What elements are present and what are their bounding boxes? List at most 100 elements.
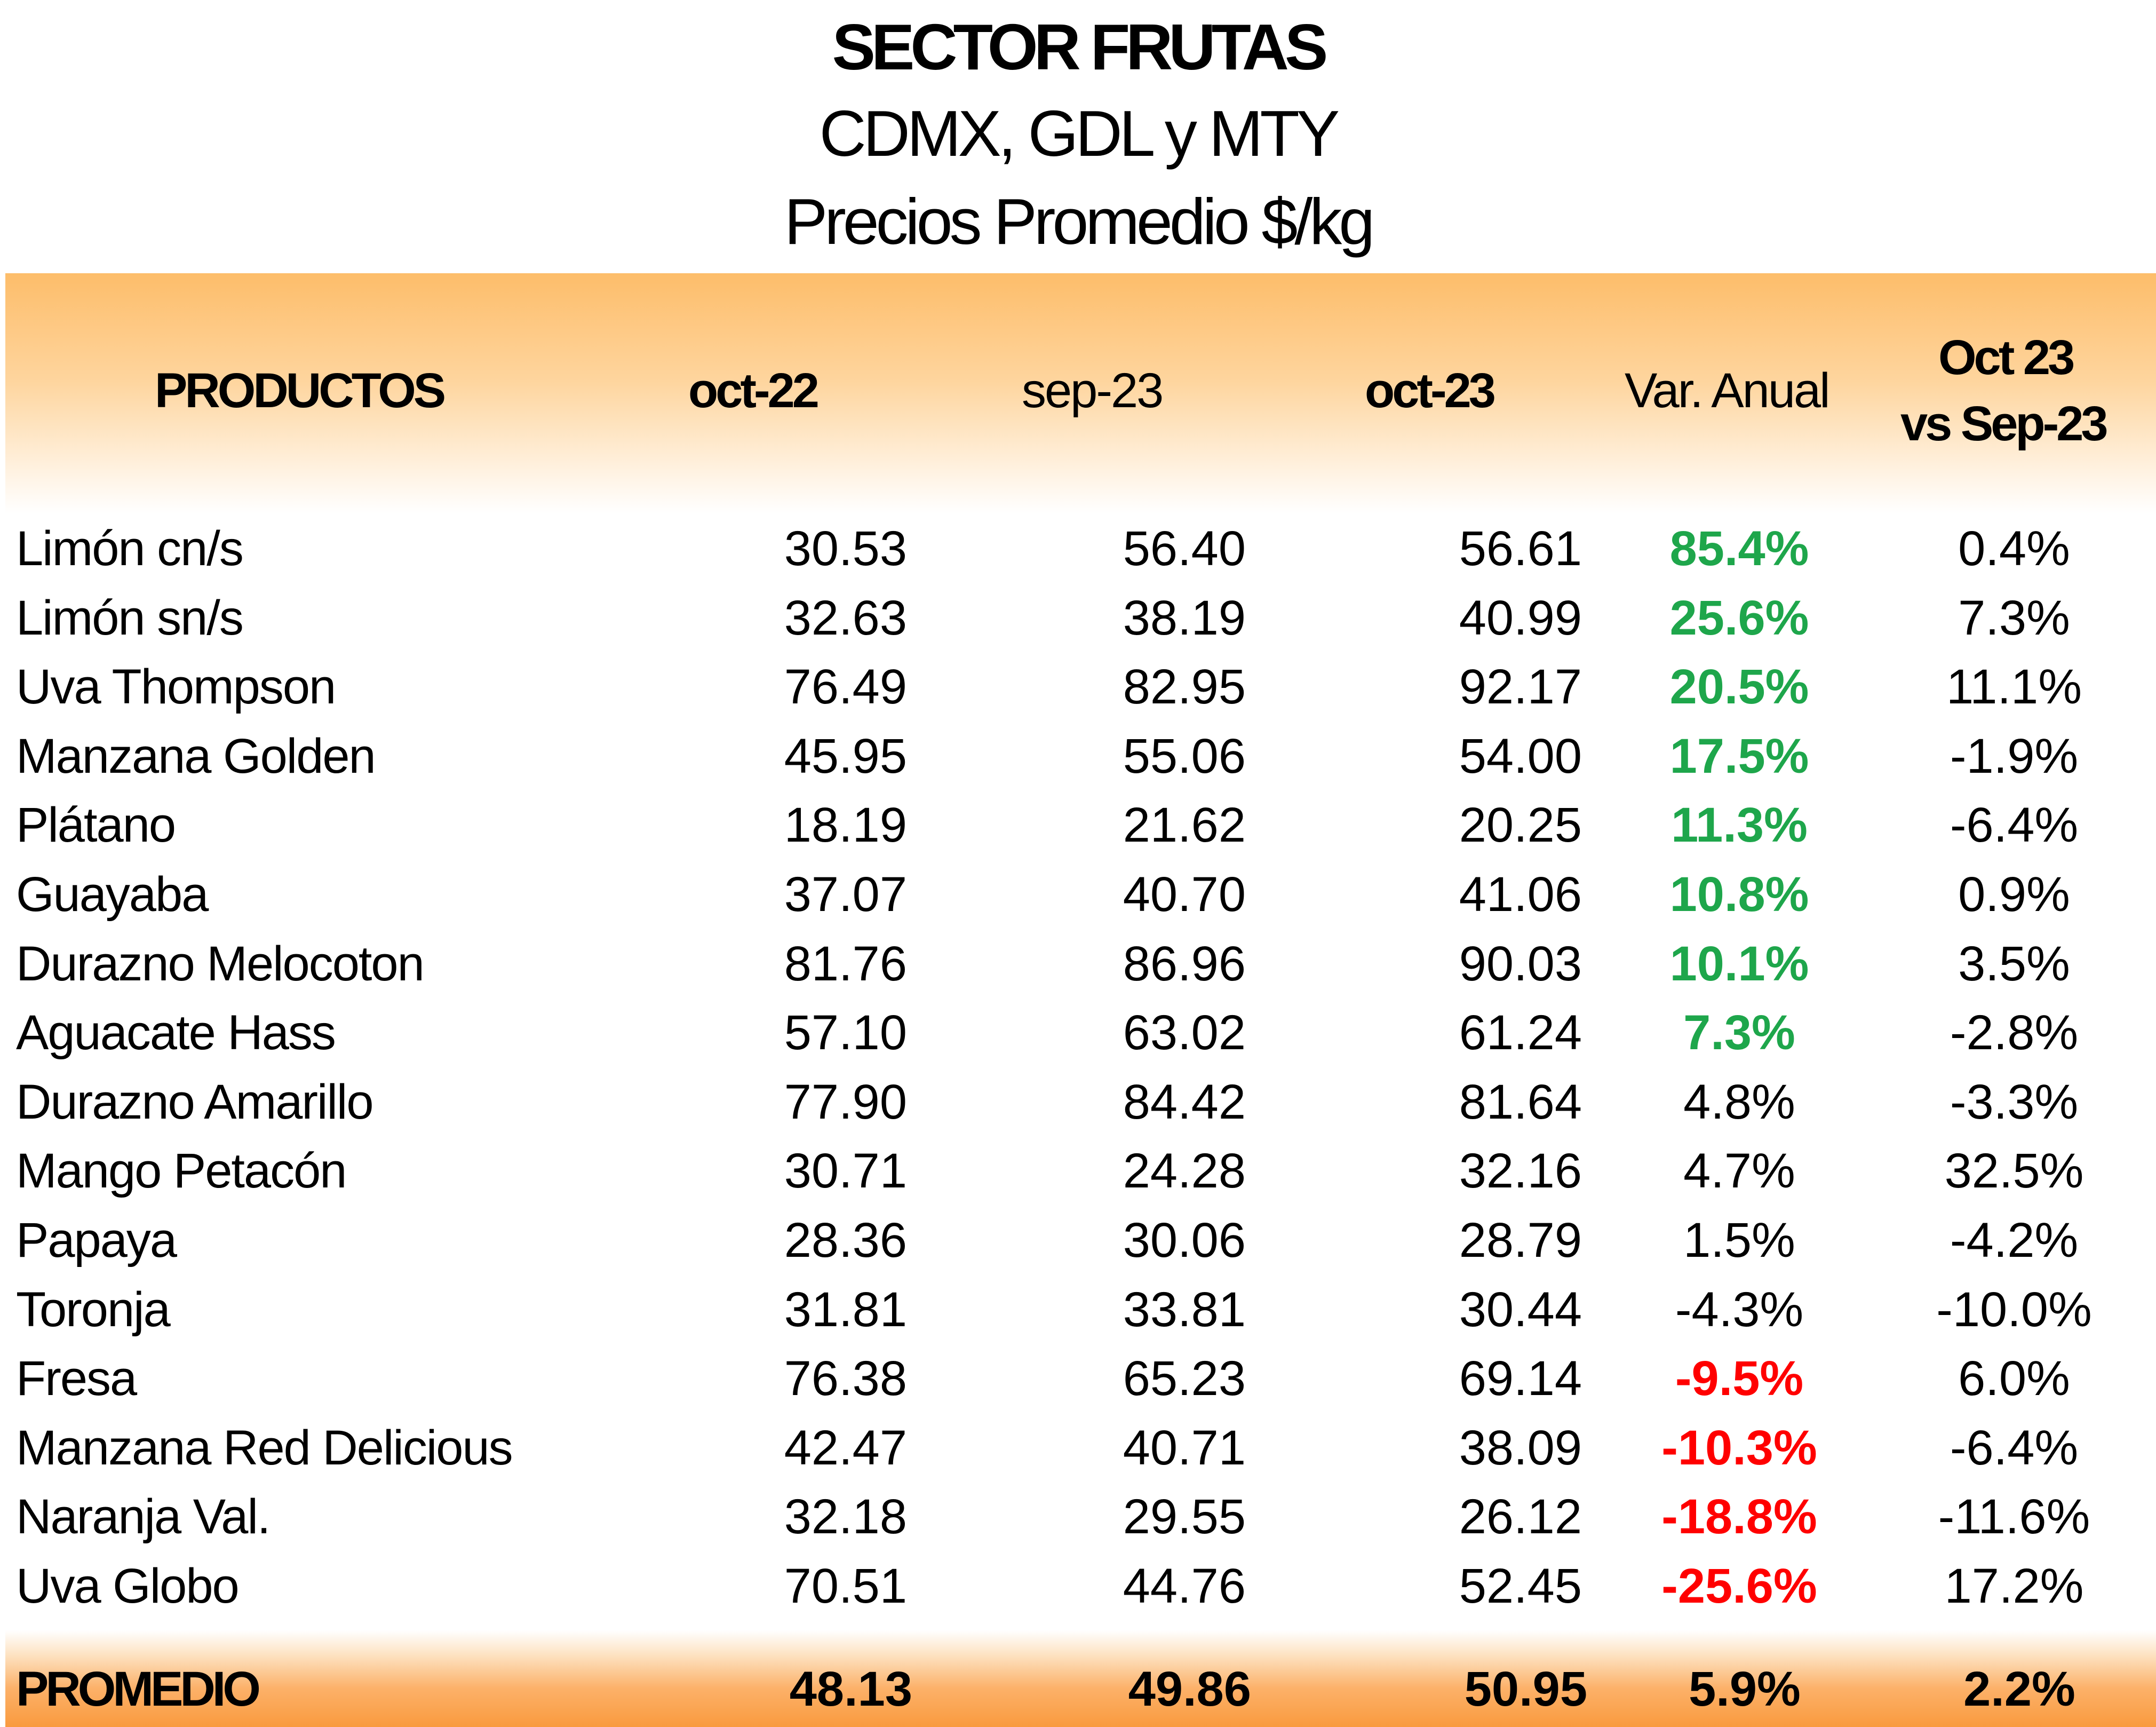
table-row: Guayaba 37.07 40.70 41.06 10.8% 0.9% [0, 859, 2156, 929]
table-row: Papaya 28.36 30.06 28.79 1.5% -4.2% [0, 1205, 2156, 1274]
cell-oct23-vs-sep23: 32.5% [1944, 1144, 2084, 1198]
cell-oct23-vs-sep23: 0.4% [1958, 521, 2070, 576]
table-row: Aguacate Hass 57.10 63.02 61.24 7.3% -2.8% [0, 997, 2156, 1067]
cell-sep-23: 24.28 [1123, 1144, 1246, 1198]
cell-oct23-vs-sep23: -6.4% [1950, 1421, 2079, 1475]
cell-product: Durazno Amarillo [16, 1075, 374, 1129]
cell-sep-23: 29.55 [1123, 1490, 1246, 1544]
table-row: Uva Globo 70.51 44.76 52.45 -25.6% 17.2% [0, 1551, 2156, 1620]
cell-sep-23: 33.81 [1123, 1282, 1246, 1337]
footer-oct-22: 48.13 [789, 1662, 912, 1716]
cell-oct-22: 76.38 [784, 1351, 907, 1406]
table-row: Manzana Golden 45.95 55.06 54.00 17.5% -1.9% [0, 721, 2156, 790]
table-row: Limón sn/s 32.63 38.19 40.99 25.6% 7.3% [0, 583, 2156, 652]
cell-oct-23: 56.61 [1459, 521, 1582, 576]
cell-oct23-vs-sep23: -6.4% [1950, 798, 2079, 852]
cell-var-anual: -25.6% [1661, 1559, 1817, 1613]
table-row: Naranja Val. 32.18 29.55 26.12 -18.8% -11.6% [0, 1482, 2156, 1551]
header-oct-22: oct-22 [688, 363, 820, 418]
cell-sep-23: 44.76 [1123, 1559, 1246, 1613]
cell-oct-22: 30.71 [784, 1144, 907, 1198]
cell-var-anual: 17.5% [1669, 729, 1809, 783]
table-row: Durazno Melocoton 81.76 86.96 90.03 10.1% 3.5… [0, 929, 2156, 998]
header-productos: PRODUCTOS [155, 363, 446, 418]
table-row: Fresa 76.38 65.23 69.14 -9.5% 6.0% [0, 1343, 2156, 1413]
cell-oct-22: 81.76 [784, 937, 907, 991]
cell-var-anual: 1.5% [1683, 1213, 1795, 1267]
cell-var-anual: 4.7% [1683, 1144, 1795, 1198]
cell-sep-23: 84.42 [1123, 1075, 1246, 1129]
cell-oct-22: 32.18 [784, 1490, 907, 1544]
cell-oct-23: 81.64 [1459, 1075, 1582, 1129]
table-row: Manzana Red Delicious 42.47 40.71 38.09 -10.… [0, 1413, 2156, 1482]
table-row: Plátano 18.19 21.62 20.25 11.3% -6.4% [0, 790, 2156, 859]
cell-sep-23: 82.95 [1123, 660, 1246, 714]
cell-product: Manzana Red Delicious [16, 1421, 513, 1475]
cell-sep-23: 40.71 [1123, 1421, 1246, 1475]
cell-oct23-vs-sep23: 7.3% [1958, 591, 2070, 645]
cell-sep-23: 65.23 [1123, 1351, 1246, 1406]
cell-var-anual: -18.8% [1661, 1490, 1817, 1544]
cell-oct-23: 20.25 [1459, 798, 1582, 852]
cell-oct-22: 28.36 [784, 1213, 907, 1267]
header-mom-line2: vs Sep-23 [1900, 397, 2109, 451]
cell-var-anual: 10.8% [1669, 867, 1809, 922]
header-oct-23: oct-23 [1365, 363, 1496, 418]
cell-var-anual: 7.3% [1683, 1005, 1795, 1060]
cell-oct-22: 57.10 [784, 1005, 907, 1060]
cell-oct-22: 37.07 [784, 867, 907, 922]
report-title: SECTOR FRUTAS [832, 11, 1328, 83]
cell-var-anual: 20.5% [1669, 660, 1809, 714]
cell-var-anual: -4.3% [1675, 1282, 1804, 1337]
table-header: PRODUCTOS oct-22 sep-23 oct-23 Var. Anua… [5, 273, 2156, 513]
cell-product: Papaya [16, 1213, 177, 1267]
cell-product: Fresa [16, 1351, 137, 1406]
cell-oct-23: 40.99 [1459, 591, 1582, 645]
cell-product: Toronja [16, 1282, 171, 1337]
cell-product: Limón sn/s [16, 591, 244, 645]
cell-var-anual: 10.1% [1669, 937, 1809, 991]
cell-oct-22: 76.49 [784, 660, 907, 714]
cell-oct23-vs-sep23: 3.5% [1958, 937, 2070, 991]
cell-oct23-vs-sep23: 17.2% [1944, 1559, 2084, 1613]
footer-oct-23: 50.95 [1464, 1662, 1587, 1716]
cell-oct-23: 90.03 [1459, 937, 1582, 991]
cell-oct23-vs-sep23: -10.0% [1936, 1282, 2092, 1337]
cell-product: Mango Petacón [16, 1144, 347, 1198]
table-row: Durazno Amarillo 77.90 84.42 81.64 4.8% -3.3% [0, 1067, 2156, 1136]
cell-oct-22: 45.95 [784, 729, 907, 783]
cell-oct23-vs-sep23: -1.9% [1950, 729, 2079, 783]
cell-var-anual: 11.3% [1671, 798, 1808, 852]
cell-oct-22: 31.81 [784, 1282, 907, 1337]
cell-sep-23: 38.19 [1123, 591, 1246, 645]
cell-product: Plátano [16, 798, 176, 852]
cell-oct-22: 77.90 [784, 1075, 907, 1129]
header-sep-23: sep-23 [1022, 363, 1164, 418]
cell-oct-23: 26.12 [1459, 1490, 1582, 1544]
cell-oct23-vs-sep23: 11.1% [1946, 660, 2082, 714]
cell-sep-23: 21.62 [1123, 798, 1246, 852]
table-row: Limón cn/s 30.53 56.40 56.61 85.4% 0.4% [0, 513, 2156, 583]
report-subtitle-units: Precios Promedio $/kg [784, 185, 1375, 258]
cell-oct23-vs-sep23: -4.2% [1950, 1213, 2079, 1267]
table-footer-promedio: PROMEDIO 48.13 49.86 50.95 5.9% 2.2% [5, 1630, 2156, 1727]
cell-oct-23: 69.14 [1459, 1351, 1582, 1406]
cell-var-anual: 25.6% [1669, 591, 1809, 645]
table-row: Uva Thompson 76.49 82.95 92.17 20.5% 11.1% [0, 652, 2156, 721]
cell-oct-22: 30.53 [784, 521, 907, 576]
cell-sep-23: 40.70 [1123, 867, 1246, 922]
cell-oct-22: 42.47 [784, 1421, 907, 1475]
cell-product: Manzana Golden [16, 729, 376, 783]
cell-var-anual: -9.5% [1675, 1351, 1804, 1406]
cell-oct-23: 54.00 [1459, 729, 1582, 783]
footer-label: PROMEDIO [16, 1662, 261, 1716]
cell-oct-22: 70.51 [784, 1559, 907, 1613]
cell-product: Limón cn/s [16, 521, 244, 576]
cell-oct23-vs-sep23: -2.8% [1950, 1005, 2079, 1060]
cell-product: Uva Globo [16, 1559, 240, 1613]
cell-oct23-vs-sep23: -3.3% [1950, 1075, 2079, 1129]
cell-oct23-vs-sep23: 0.9% [1958, 867, 2070, 922]
cell-oct-23: 32.16 [1459, 1144, 1582, 1198]
cell-oct-23: 92.17 [1459, 660, 1582, 714]
footer-mom: 2.2% [1963, 1662, 2075, 1716]
